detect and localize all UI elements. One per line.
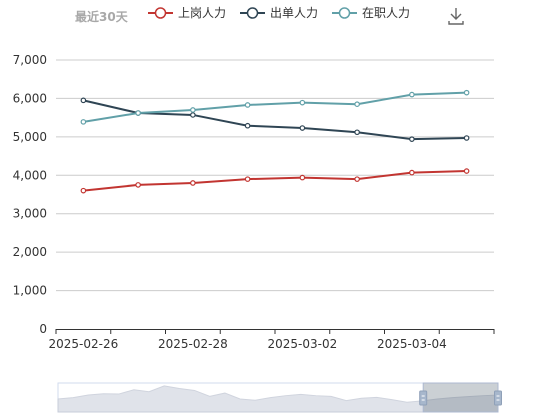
x-tick-label: 2025-02-26	[49, 337, 119, 351]
legend-item-onduty[interactable]: 上岗人力	[148, 4, 226, 21]
zoom-handle-end[interactable]	[494, 390, 502, 406]
legend: 上岗人力 出单人力 在职人力	[148, 4, 410, 21]
series-line-0	[83, 170, 467, 192]
series-point-1	[354, 129, 360, 136]
y-tick-label: 2,000	[13, 245, 47, 259]
legend-swatch-orders	[240, 6, 266, 19]
x-tick-label: 2025-02-28	[158, 337, 228, 351]
series-point-2	[299, 99, 306, 106]
x-tick-label: 2025-03-02	[268, 337, 338, 351]
legend-label-employed: 在职人力	[362, 6, 411, 20]
x-tick-label: 2025-03-04	[377, 337, 447, 351]
series-point-2	[190, 107, 196, 113]
zoom-handle-start[interactable]	[419, 390, 428, 406]
y-tick-label: 7,000	[13, 53, 47, 67]
series-point-2	[80, 119, 87, 125]
series-point-2	[463, 89, 470, 96]
series-point-2	[244, 102, 251, 108]
legend-swatch-onduty	[148, 6, 173, 19]
y-tick-label: 6,000	[13, 91, 47, 105]
series-point-1	[190, 112, 196, 118]
series-point-0	[354, 176, 360, 182]
series-point-1	[409, 136, 415, 142]
y-tick-label: 3,000	[13, 207, 47, 221]
series-point-0	[299, 174, 306, 181]
legend-label-onduty: 上岗人力	[178, 6, 227, 20]
zoom-overview-area	[57, 385, 499, 413]
y-tick-label: 5,000	[13, 130, 47, 144]
series-point-2	[135, 110, 141, 116]
y-tick-label: 4,000	[13, 168, 47, 182]
series-point-2	[354, 101, 360, 107]
legend-swatch-employed	[332, 6, 358, 19]
series-point-0	[135, 182, 141, 188]
legend-label-orders: 出单人力	[270, 6, 319, 20]
series-point-1	[463, 135, 470, 141]
y-tick-label: 0	[39, 322, 47, 336]
zoom-selection[interactable]	[422, 382, 499, 413]
series-point-0	[244, 176, 251, 182]
series-line-1	[83, 99, 467, 141]
legend-item-employed[interactable]: 在职人力	[332, 4, 410, 21]
series-point-2	[409, 91, 415, 98]
series-point-1	[80, 97, 87, 104]
series-point-0	[80, 187, 87, 194]
series-point-0	[190, 180, 196, 186]
y-tick-label: 1,000	[13, 284, 47, 298]
series-point-0	[463, 168, 470, 174]
legend-item-orders[interactable]: 出单人力	[240, 4, 318, 21]
series-point-1	[244, 122, 251, 129]
series-line-2	[83, 91, 467, 123]
series-point-0	[409, 169, 415, 176]
download-icon[interactable]	[446, 6, 466, 26]
series-point-1	[299, 125, 306, 131]
period-label[interactable]: 最近30天	[75, 10, 128, 24]
